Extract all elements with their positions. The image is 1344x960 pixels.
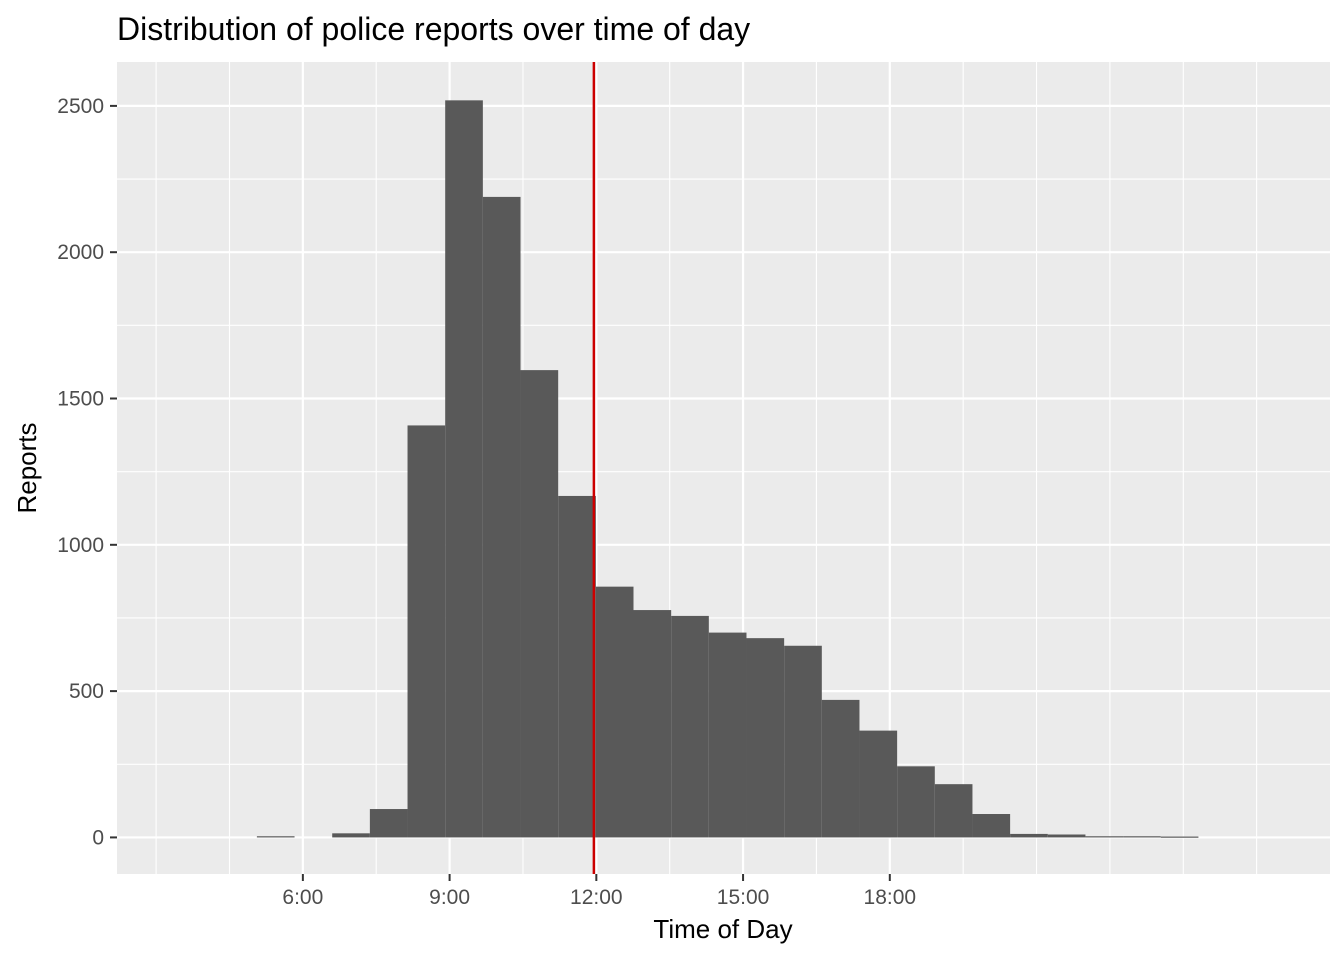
histogram-bar [897,766,935,838]
histogram-bar [633,610,672,838]
y-tick-label: 2500 [57,95,104,118]
histogram-bar [934,784,973,838]
histogram-bar [1047,834,1086,838]
histogram-bar [972,814,1011,838]
minor-gridlines [117,62,1330,874]
y-tick-label: 1000 [57,534,104,557]
histogram-bar [520,370,559,838]
y-tick-label: 500 [69,680,104,703]
histogram-bar [746,638,785,838]
x-tick-label: 15:00 [717,886,770,909]
x-tick-label: 6:00 [282,886,323,909]
histogram-bar [821,699,860,838]
histogram-bar [1085,836,1124,838]
histogram-bar [369,809,408,838]
histogram-bar [407,425,446,838]
histogram-bar [708,632,747,838]
y-tick-label: 0 [92,826,104,849]
histogram-bar [256,836,295,838]
y-axis-title: Reports [12,422,42,513]
histogram-bars [256,100,1199,838]
histogram-bar [859,730,898,838]
histogram-bar [784,645,822,838]
x-tick-label: 18:00 [864,886,917,909]
histogram-bar [1010,833,1048,838]
histogram-bar [558,495,596,838]
x-tick-label: 12:00 [570,886,623,909]
histogram-bar [671,615,709,838]
histogram-bar [482,196,521,838]
histogram-bar [445,100,483,838]
histogram-bar [595,586,634,838]
x-tick-label: 9:00 [429,886,470,909]
y-tick-label: 2000 [57,241,104,264]
y-tick-label: 1500 [57,388,104,411]
histogram-bar [1123,836,1161,838]
histogram-bar [1160,836,1199,838]
chart-title: Distribution of police reports over time… [117,11,750,47]
y-axis: 0 500 1000 1500 2000 2500 [57,95,117,849]
x-axis-title: Time of Day [653,914,792,944]
x-axis: 6:00 9:00 12:00 15:00 18:00 [282,874,916,909]
histogram-bar [332,833,370,838]
